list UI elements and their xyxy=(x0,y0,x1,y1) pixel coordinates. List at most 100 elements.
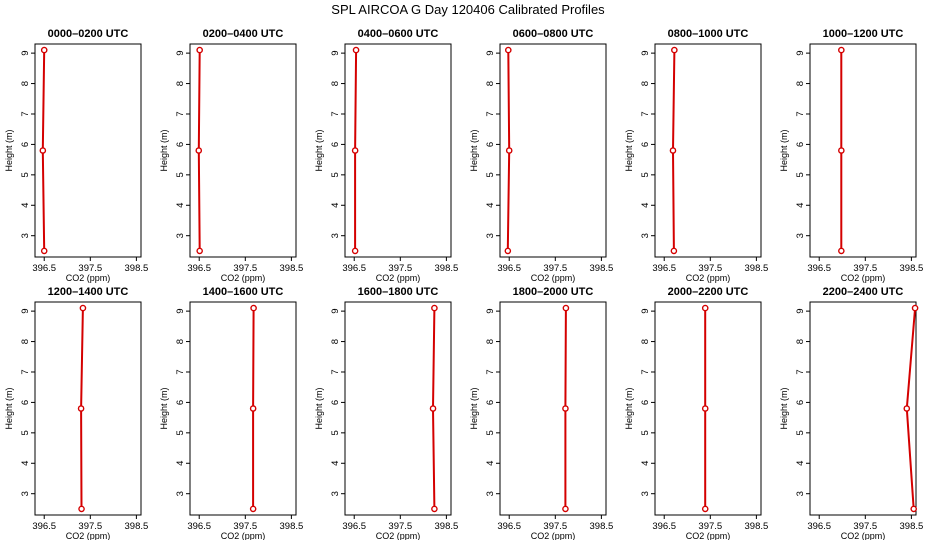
y-tick-label: 5 xyxy=(20,172,31,177)
plot-frame xyxy=(189,301,297,516)
x-tick-label: 398.5 xyxy=(125,263,149,274)
panel-grid: 0000–0200 UTC 396.5 397.5 398.5 3 4 5 6 7 8 9 CO2 (… xyxy=(4,28,923,540)
y-tick-label: 4 xyxy=(795,203,806,208)
y-tick-label: 8 xyxy=(640,339,651,344)
y-tick-label: 3 xyxy=(330,233,341,238)
x-axis-label: CO2 (ppm) xyxy=(531,531,576,540)
y-tick-label: 9 xyxy=(640,308,651,313)
data-point xyxy=(431,304,438,312)
y-tick-label: 7 xyxy=(640,111,651,116)
data-point xyxy=(910,505,917,513)
x-tick-label: 397.5 xyxy=(853,263,877,274)
data-point xyxy=(78,505,85,513)
y-tick-label: 6 xyxy=(330,142,341,147)
plot-frame xyxy=(654,301,762,516)
data-point xyxy=(250,304,257,312)
y-tick-label: 5 xyxy=(640,430,651,435)
y-tick-label: 6 xyxy=(485,142,496,147)
y-tick-label: 9 xyxy=(175,50,186,55)
data-point xyxy=(562,505,569,513)
y-axis-label: Height (m) xyxy=(4,129,14,171)
x-axis-label: CO2 (ppm) xyxy=(531,273,576,283)
data-point xyxy=(40,247,48,255)
x-tick-label: 398.5 xyxy=(435,263,459,274)
data-point xyxy=(504,247,512,255)
panel-1: 0000–0200 UTC 396.5 397.5 398.5 3 4 5 6 7 8 9 CO2 (… xyxy=(4,28,148,283)
x-axis-label: CO2 (ppm) xyxy=(686,273,731,283)
y-tick-label: 9 xyxy=(175,308,186,313)
x-tick-label: 398.5 xyxy=(590,263,614,274)
panel-12: 2200–2400 UTC 396.5 397.5 398.5 3 4 5 6 7 8 9 CO2 (… xyxy=(779,286,923,540)
x-tick-label: 396.5 xyxy=(807,521,831,532)
panel-title: 0600–0800 UTC xyxy=(513,28,594,40)
data-point xyxy=(838,46,845,54)
x-axis-label: CO2 (ppm) xyxy=(841,273,886,283)
data-point xyxy=(431,505,438,513)
panel-4: 0600–0800 UTC 396.5 397.5 398.5 3 4 5 6 7 8 9 CO2 (… xyxy=(469,28,613,283)
plot-frame xyxy=(34,301,142,516)
plot-frame xyxy=(34,43,142,258)
data-point xyxy=(505,147,513,154)
x-tick-label: 398.5 xyxy=(435,521,459,532)
y-tick-label: 5 xyxy=(175,172,186,177)
y-tick-label: 7 xyxy=(485,369,496,374)
y-tick-label: 6 xyxy=(175,400,186,405)
y-tick-label: 7 xyxy=(20,111,31,116)
x-tick-label: 397.5 xyxy=(78,521,102,532)
x-tick-label: 397.5 xyxy=(233,263,257,274)
panel-title: 2000–2200 UTC xyxy=(668,286,749,298)
y-tick-label: 6 xyxy=(640,142,651,147)
y-tick-label: 6 xyxy=(330,400,341,405)
y-tick-label: 3 xyxy=(795,491,806,496)
x-tick-label: 398.5 xyxy=(900,521,924,532)
y-tick-label: 7 xyxy=(795,111,806,116)
y-tick-label: 5 xyxy=(795,172,806,177)
y-axis-label: Height (m) xyxy=(4,387,14,429)
data-point xyxy=(352,46,360,54)
y-tick-label: 3 xyxy=(20,233,31,238)
y-tick-label: 9 xyxy=(20,308,31,313)
y-tick-label: 3 xyxy=(485,491,496,496)
y-axis-label: Height (m) xyxy=(624,129,634,171)
y-tick-label: 9 xyxy=(485,50,496,55)
data-point xyxy=(903,405,911,412)
x-tick-label: 397.5 xyxy=(543,263,567,274)
y-tick-label: 8 xyxy=(20,339,31,344)
y-tick-label: 3 xyxy=(795,233,806,238)
y-tick-label: 6 xyxy=(20,400,31,405)
data-point xyxy=(39,147,47,154)
panel-title: 0400–0600 UTC xyxy=(358,28,439,40)
x-axis-label: CO2 (ppm) xyxy=(376,531,421,540)
data-point xyxy=(670,247,678,255)
plot-frame xyxy=(344,301,452,516)
x-axis-label: CO2 (ppm) xyxy=(686,531,731,540)
y-tick-label: 4 xyxy=(640,461,651,466)
x-tick-label: 398.5 xyxy=(590,521,614,532)
y-tick-label: 4 xyxy=(485,203,496,208)
y-tick-label: 3 xyxy=(175,233,186,238)
plot-frame xyxy=(499,43,607,258)
y-tick-label: 8 xyxy=(175,81,186,86)
y-axis-label: Height (m) xyxy=(779,129,789,171)
panel-title: 0000–0200 UTC xyxy=(48,28,129,40)
y-tick-label: 3 xyxy=(640,233,651,238)
y-tick-label: 7 xyxy=(795,369,806,374)
y-tick-label: 8 xyxy=(330,339,341,344)
y-tick-label: 5 xyxy=(330,430,341,435)
y-tick-label: 7 xyxy=(175,369,186,374)
data-point xyxy=(669,147,677,154)
data-point xyxy=(77,405,85,412)
y-tick-label: 5 xyxy=(330,172,341,177)
x-tick-label: 396.5 xyxy=(497,263,521,274)
x-axis-label: CO2 (ppm) xyxy=(221,531,266,540)
plot-frame xyxy=(344,43,452,258)
data-point xyxy=(79,304,87,312)
y-tick-label: 5 xyxy=(485,172,496,177)
y-tick-label: 8 xyxy=(795,81,806,86)
data-point xyxy=(671,46,678,54)
x-tick-label: 396.5 xyxy=(652,521,676,532)
y-tick-label: 8 xyxy=(20,81,31,86)
y-tick-label: 4 xyxy=(175,203,186,208)
panel-11: 2000–2200 UTC 396.5 397.5 398.5 3 4 5 6 7 8 9 CO2 (… xyxy=(624,286,768,540)
y-tick-label: 9 xyxy=(20,50,31,55)
